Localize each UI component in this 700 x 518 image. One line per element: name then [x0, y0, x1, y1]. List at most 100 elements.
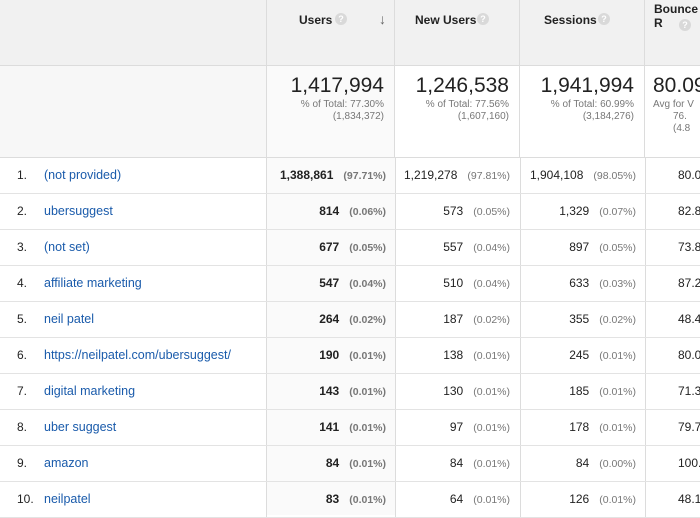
sessions-value: 126 (0.01%): [569, 492, 636, 506]
column-divider: [520, 158, 521, 193]
column-divider: [645, 266, 646, 301]
users-value: 677 (0.05%): [319, 240, 386, 254]
column-divider: [645, 374, 646, 409]
sessions-value: 355 (0.02%): [569, 312, 636, 326]
users-total-pct: % of Total: 77.30% (1,834,372): [300, 99, 384, 122]
keyword-link[interactable]: amazon: [44, 456, 89, 470]
sessions-value: 897 (0.05%): [569, 240, 636, 254]
column-divider: [266, 482, 267, 517]
column-divider: [266, 230, 267, 265]
bounce-rate-value: 87.2: [678, 276, 700, 290]
table-row: 3. (not set) 677 (0.05%) 557 (0.04%) 897 (0.…: [0, 230, 700, 266]
keyword-link[interactable]: ubersuggest: [44, 204, 113, 218]
bounce-rate-value: 48.1: [678, 492, 700, 506]
users-help-icon[interactable]: ?: [335, 13, 347, 25]
table-row: 10. neilpatel 83 (0.01%) 64 (0.01%) 126 (0.0…: [0, 482, 700, 518]
keyword-link[interactable]: (not set): [44, 240, 90, 254]
users-value: 547 (0.04%): [319, 276, 386, 290]
sessions-help-icon[interactable]: ?: [598, 13, 610, 25]
users-header[interactable]: Users ? ↓: [267, 0, 395, 66]
keyword-link[interactable]: neil patel: [44, 312, 95, 326]
column-divider: [520, 266, 521, 301]
column-divider: [266, 446, 267, 481]
sessions-value: 633 (0.03%): [569, 276, 636, 290]
column-divider: [395, 194, 396, 229]
new-users-value: 130 (0.01%): [443, 384, 510, 398]
keyword-link[interactable]: (not provided): [44, 168, 122, 182]
bounce-total-pct: Avg for V 76. (4.8: [653, 99, 694, 134]
users-value: 814 (0.06%): [319, 204, 386, 218]
column-divider: [395, 338, 396, 373]
new-users-total-value: 1,246,538: [415, 74, 509, 97]
row-index: 4.: [17, 276, 28, 290]
column-divider: [520, 410, 521, 445]
totals-label-cell: [0, 66, 267, 158]
users-value: 84 (0.01%): [325, 456, 386, 470]
column-divider: [395, 158, 396, 193]
sessions-value: 185 (0.01%): [569, 384, 636, 398]
row-index: 1.: [17, 168, 28, 182]
column-divider: [645, 482, 646, 517]
column-divider: [266, 266, 267, 301]
column-divider: [520, 446, 521, 481]
new-users-value: 64 (0.01%): [449, 492, 510, 506]
row-index: 10.: [17, 492, 34, 506]
bounce-rate-header[interactable]: Bounce R ?: [645, 0, 700, 66]
table-row: 8. uber suggest 141 (0.01%) 97 (0.01%) 178 (…: [0, 410, 700, 446]
new-users-total-cell: 1,246,538 % of Total: 77.56% (1,607,160): [395, 66, 520, 158]
column-divider: [266, 158, 267, 193]
column-divider: [266, 302, 267, 337]
sort-descending-icon[interactable]: ↓: [379, 11, 386, 27]
column-divider: [266, 410, 267, 445]
sessions-total-value: 1,941,994: [540, 74, 634, 97]
bounce-rate-value: 82.8: [678, 204, 700, 218]
row-index: 2.: [17, 204, 28, 218]
bounce-rate-value: 73.8: [678, 240, 700, 254]
sessions-header[interactable]: Sessions ?: [520, 0, 645, 66]
keyword-link[interactable]: digital marketing: [44, 384, 136, 398]
sessions-value: 1,904,108 (98.05%): [529, 168, 636, 182]
bounce-rate-header-label: Bounce R: [654, 2, 699, 30]
table-row: 2. ubersuggest 814 (0.06%) 573 (0.05%) 1,329…: [0, 194, 700, 230]
sessions-header-label: Sessions: [544, 13, 597, 27]
sessions-total-cell: 1,941,994 % of Total: 60.99% (3,184,276): [520, 66, 645, 158]
users-value: 264 (0.02%): [319, 312, 386, 326]
users-total-cell: 1,417,994 % of Total: 77.30% (1,834,372): [267, 66, 395, 158]
table-row: 5. neil patel 264 (0.02%) 187 (0.02%) 355 (0…: [0, 302, 700, 338]
new-users-header[interactable]: New Users ?: [395, 0, 520, 66]
bounce-rate-value: 79.7: [678, 420, 700, 434]
users-value: 190 (0.01%): [319, 348, 386, 362]
bounce-rate-help-icon[interactable]: ?: [679, 19, 691, 31]
column-divider: [266, 338, 267, 373]
table-row: 1. (not provided) 1,388,861 (97.71%) 1,219,…: [0, 158, 700, 194]
new-users-value: 573 (0.05%): [443, 204, 510, 218]
keyword-link[interactable]: uber suggest: [44, 420, 117, 434]
column-divider: [520, 194, 521, 229]
column-divider: [645, 338, 646, 373]
column-divider: [395, 266, 396, 301]
keyword-link[interactable]: neilpatel: [44, 492, 91, 506]
column-divider: [645, 230, 646, 265]
new-users-value: 510 (0.04%): [443, 276, 510, 290]
keyword-link[interactable]: https://neilpatel.com/ubersuggest/: [44, 348, 231, 362]
column-divider: [645, 410, 646, 445]
sessions-total-pct: % of Total: 60.99% (3,184,276): [550, 99, 634, 122]
row-index: 5.: [17, 312, 28, 326]
bounce-rate-value: 80.0: [678, 168, 700, 182]
new-users-total-pct: % of Total: 77.56% (1,607,160): [425, 99, 509, 122]
bounce-rate-value: 100.0: [678, 456, 700, 470]
column-divider: [395, 374, 396, 409]
column-divider: [520, 230, 521, 265]
column-divider: [520, 374, 521, 409]
new-users-help-icon[interactable]: ?: [477, 13, 489, 25]
bounce-total-value: 80.09: [653, 74, 700, 97]
row-index: 6.: [17, 348, 28, 362]
new-users-value: 1,219,278 (97.81%): [403, 168, 510, 182]
new-users-value: 97 (0.01%): [449, 420, 510, 434]
keyword-link[interactable]: affiliate marketing: [44, 276, 142, 290]
new-users-value: 84 (0.01%): [449, 456, 510, 470]
sessions-value: 1,329 (0.07%): [559, 204, 636, 218]
column-divider: [266, 194, 267, 229]
bounce-rate-value: 48.4: [678, 312, 700, 326]
